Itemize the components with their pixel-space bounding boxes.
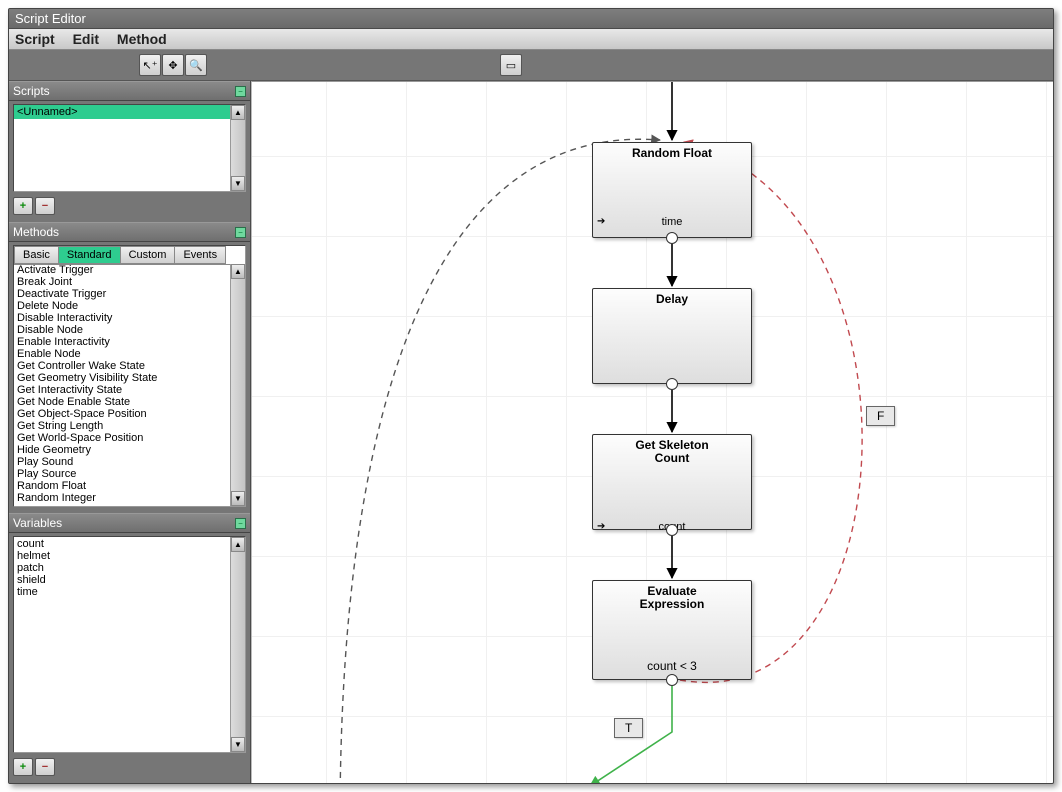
tool-pointer-add[interactable]: ↖⁺ [139,54,161,76]
method-item[interactable]: Enable Interactivity [15,336,230,348]
panel-scripts-title: Scripts [13,84,50,98]
scripts-add-button[interactable]: + [13,197,33,215]
variable-item[interactable]: shield [15,574,230,586]
methods-list[interactable]: Activate TriggerBreak JointDeactivate Tr… [15,264,230,505]
scroll-up[interactable]: ▲ [231,105,245,120]
panel-methods-collapse[interactable]: − [235,227,246,238]
tab-events[interactable]: Events [174,246,226,264]
node-expression: count < 3 [593,659,751,673]
node-param: ➔time [593,214,751,232]
method-item[interactable]: Get Object-Space Position [15,408,230,420]
method-item[interactable]: Get World-Space Position [15,432,230,444]
method-item[interactable]: Deactivate Trigger [15,288,230,300]
method-item[interactable]: Hide Geometry [15,444,230,456]
node-out-port[interactable] [666,524,678,536]
node-out-port[interactable] [666,232,678,244]
node-title: Random Float [593,143,751,162]
toolbar: ↖⁺ ✥ 🔍 ▭ [9,50,1053,81]
panel-scripts-collapse[interactable]: − [235,86,246,97]
node-delay[interactable]: Delay [592,288,752,384]
menu-method[interactable]: Method [117,31,167,47]
method-item[interactable]: Get Geometry Visibility State [15,372,230,384]
scripts-remove-button[interactable]: − [35,197,55,215]
variables-add-button[interactable]: + [13,758,33,776]
window-title: Script Editor [9,9,1053,29]
method-item[interactable]: Delete Node [15,300,230,312]
node-title: EvaluateExpression [593,581,751,613]
scroll-up[interactable]: ▲ [231,264,245,279]
node-evaluate_expression[interactable]: EvaluateExpression count < 3 [592,580,752,680]
tool-zoom[interactable]: 🔍 [185,54,207,76]
menu-script[interactable]: Script [15,31,55,47]
sidebar: Scripts − <Unnamed> ▲ ▼ + − Methods [9,81,251,783]
variables-list[interactable]: counthelmetpatchshieldtime [15,538,230,751]
scroll-up[interactable]: ▲ [231,537,245,552]
variables-remove-button[interactable]: − [35,758,55,776]
scrollbar[interactable]: ▲ ▼ [230,105,245,191]
method-item[interactable]: Get Node Enable State [15,396,230,408]
methods-scrollbar[interactable]: ▲ ▼ [230,264,245,506]
panel-methods-title: Methods [13,225,59,239]
tool-move[interactable]: ✥ [162,54,184,76]
tool-frame[interactable]: ▭ [500,54,522,76]
panel-variables: Variables − counthelmetpatchshieldtime ▲… [9,513,250,780]
variables-scrollbar[interactable]: ▲ ▼ [230,537,245,752]
node-title: Delay [593,289,751,308]
variable-item[interactable]: helmet [15,550,230,562]
method-item[interactable]: Disable Node [15,324,230,336]
edge-label-t: T [614,718,643,738]
variable-item[interactable]: count [15,538,230,550]
scroll-down[interactable]: ▼ [231,491,245,506]
method-item[interactable]: Get String Length [15,420,230,432]
method-item[interactable]: Activate Trigger [15,264,230,276]
scripts-list[interactable]: <Unnamed> ▲ ▼ [13,104,246,192]
method-item[interactable]: Get Interactivity State [15,384,230,396]
node-out-port[interactable] [666,674,678,686]
node-random_float[interactable]: Random Float ➔time [592,142,752,238]
scroll-down[interactable]: ▼ [231,176,245,191]
script-editor-window: Script Editor Script Edit Method ↖⁺ ✥ 🔍 … [8,8,1054,784]
method-item[interactable]: Play Sound [15,456,230,468]
node-get_skeleton_count[interactable]: Get SkeletonCount➔count [592,434,752,530]
node-title: Get SkeletonCount [593,435,751,467]
method-item[interactable]: Remove Modifiers [15,504,230,505]
method-item[interactable]: Random Integer [15,492,230,504]
script-item[interactable]: <Unnamed> [14,105,245,119]
graph-canvas[interactable]: Random Float ➔time Delay Get SkeletonCount ➔… [251,81,1053,783]
scroll-down[interactable]: ▼ [231,737,245,752]
input-pin-icon: ➔ [597,521,605,532]
menu-edit[interactable]: Edit [73,31,99,47]
node-out-port[interactable] [666,378,678,390]
tab-custom[interactable]: Custom [120,246,176,264]
method-item[interactable]: Break Joint [15,276,230,288]
panel-methods: Methods − Basic Standard Custom Events A… [9,222,250,510]
method-item[interactable]: Disable Interactivity [15,312,230,324]
variable-item[interactable]: time [15,586,230,598]
variables-list-body[interactable]: counthelmetpatchshieldtime ▲ ▼ [13,536,246,753]
menubar: Script Edit Method [9,29,1053,50]
method-item[interactable]: Get Controller Wake State [15,360,230,372]
methods-tabs: Basic Standard Custom Events [14,246,230,265]
tab-standard[interactable]: Standard [58,246,121,264]
tab-basic[interactable]: Basic [14,246,59,264]
panel-variables-collapse[interactable]: − [235,518,246,529]
method-item[interactable]: Random Float [15,480,230,492]
method-item[interactable]: Enable Node [15,348,230,360]
panel-scripts: Scripts − <Unnamed> ▲ ▼ + − [9,81,250,219]
panel-variables-title: Variables [13,516,62,530]
method-item[interactable]: Play Source [15,468,230,480]
variable-item[interactable]: patch [15,562,230,574]
input-pin-icon: ➔ [597,216,605,227]
edge-label-f: F [866,406,895,426]
